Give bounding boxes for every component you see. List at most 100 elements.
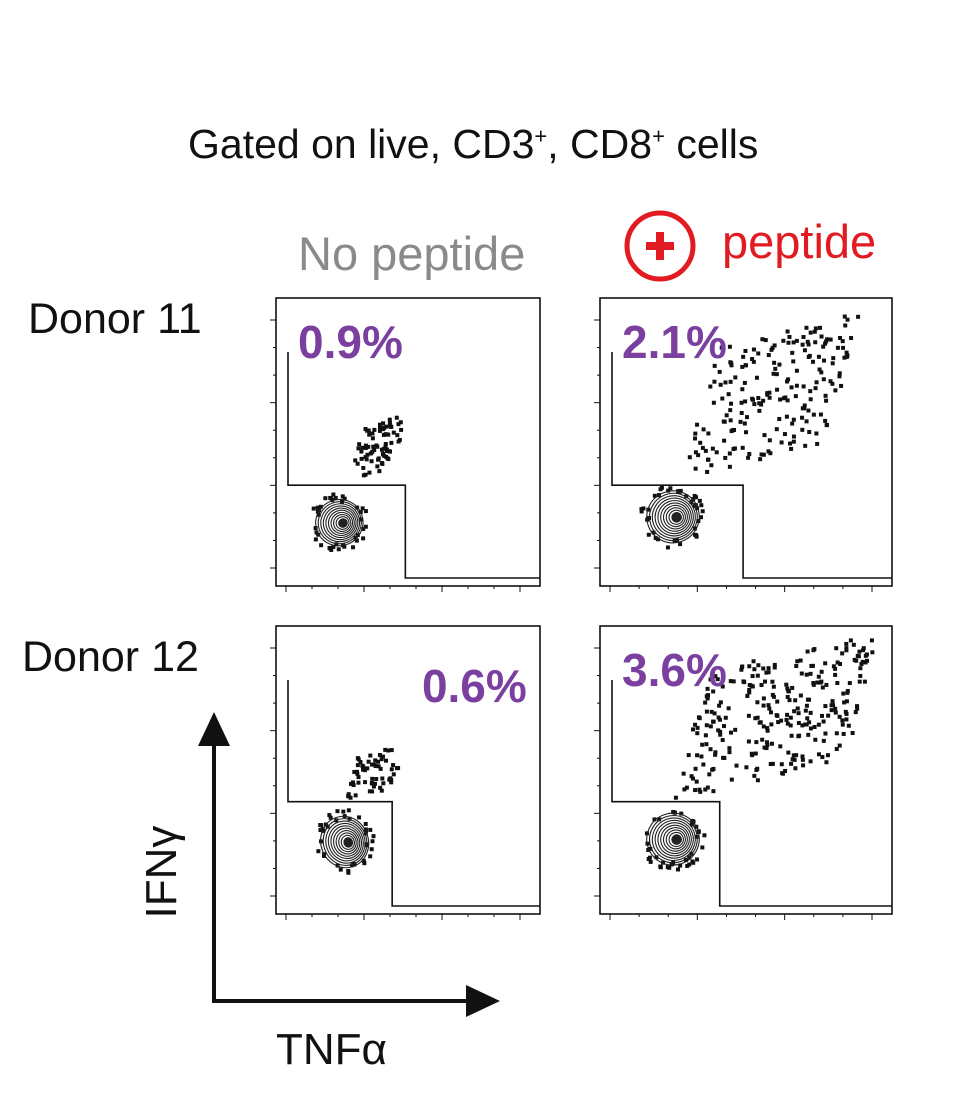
event-point <box>806 732 811 737</box>
event-point <box>774 372 779 377</box>
event-point <box>739 667 744 672</box>
event-point <box>356 446 361 451</box>
event-point <box>316 849 321 854</box>
event-point <box>363 472 368 477</box>
density-contour <box>317 501 362 545</box>
event-point <box>366 759 371 764</box>
event-point <box>800 723 805 728</box>
event-point <box>360 767 365 772</box>
event-point <box>762 433 767 438</box>
density-contour <box>315 498 364 547</box>
event-point <box>774 427 779 432</box>
event-point <box>792 709 797 714</box>
event-point <box>744 765 749 770</box>
event-point <box>708 747 713 752</box>
event-point <box>697 498 702 503</box>
event-point <box>387 449 392 454</box>
event-point <box>818 325 823 330</box>
event-point <box>841 691 846 696</box>
event-point <box>729 777 734 782</box>
event-point <box>816 354 821 359</box>
event-point <box>777 417 782 422</box>
event-point <box>363 509 368 514</box>
event-point <box>709 463 714 468</box>
event-point <box>704 723 709 728</box>
event-point <box>837 374 842 379</box>
event-point <box>743 363 748 368</box>
event-point <box>786 750 791 755</box>
event-point <box>795 706 800 711</box>
event-point <box>788 715 793 720</box>
event-point <box>856 314 861 319</box>
event-point <box>357 815 362 820</box>
event-point <box>746 739 751 744</box>
event-point <box>380 754 385 759</box>
event-point <box>761 696 766 701</box>
event-point <box>782 432 787 437</box>
density-contour <box>327 509 355 537</box>
event-point <box>743 348 748 353</box>
event-point <box>690 859 695 864</box>
density-contour <box>654 497 694 537</box>
event-point <box>722 419 727 424</box>
event-point <box>800 342 805 347</box>
event-point <box>758 720 763 725</box>
event-point <box>769 741 774 746</box>
event-point <box>331 492 336 497</box>
density-contour <box>649 492 698 542</box>
event-point <box>799 671 804 676</box>
event-point <box>710 446 715 451</box>
event-point <box>812 724 817 729</box>
event-point <box>800 427 805 432</box>
event-point <box>363 443 368 448</box>
event-point <box>742 380 747 385</box>
event-point <box>693 788 698 793</box>
event-point <box>833 710 838 715</box>
event-point <box>729 363 734 368</box>
event-point <box>765 728 770 733</box>
event-point <box>646 847 651 852</box>
event-point <box>388 776 393 781</box>
event-point <box>708 677 713 682</box>
event-point <box>787 334 792 339</box>
event-point <box>844 354 849 359</box>
event-point <box>844 648 849 653</box>
event-point <box>840 722 845 727</box>
event-point <box>819 370 824 375</box>
event-point <box>693 722 698 727</box>
event-point <box>840 339 845 344</box>
event-point <box>796 711 801 716</box>
event-point <box>768 451 773 456</box>
event-point <box>785 329 790 334</box>
event-point <box>705 457 710 462</box>
event-point <box>319 543 324 548</box>
figure-title-part-3: cells <box>664 121 759 167</box>
event-point <box>378 766 383 771</box>
event-point <box>359 456 364 461</box>
event-point <box>363 831 368 836</box>
event-point <box>389 440 394 445</box>
event-point <box>711 719 716 724</box>
event-point <box>759 452 764 457</box>
event-point <box>323 496 328 501</box>
event-point <box>694 779 699 784</box>
event-point <box>728 418 733 423</box>
event-point <box>788 441 793 446</box>
event-point <box>732 446 737 451</box>
event-point <box>753 751 758 756</box>
event-point <box>740 664 745 669</box>
event-point <box>745 415 750 420</box>
gate-line <box>611 680 892 907</box>
event-point <box>315 505 320 510</box>
event-point <box>678 542 683 547</box>
event-point <box>376 457 381 462</box>
event-point <box>843 323 848 328</box>
event-point <box>691 819 696 824</box>
event-point <box>700 742 705 747</box>
event-point <box>316 512 321 517</box>
event-point <box>797 733 802 738</box>
event-point <box>767 395 772 400</box>
event-point <box>675 867 680 872</box>
event-point <box>335 809 340 814</box>
event-point <box>717 369 722 374</box>
